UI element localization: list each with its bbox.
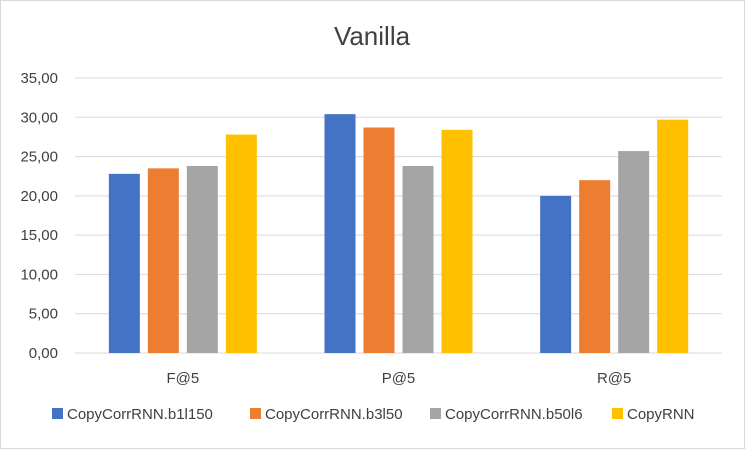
bar-r-at-5-series-1 (540, 195, 572, 353)
legend-swatch (52, 408, 63, 419)
bar-r-at-5-series-3 (618, 151, 650, 353)
bar-p-at-5-series-1 (324, 114, 356, 354)
bar-f-at-5-series-3 (186, 166, 218, 353)
bar-f-at-5-series-4 (225, 134, 257, 353)
bar-r-at-5-series-4 (657, 119, 689, 354)
bar-p-at-5-series-3 (402, 166, 434, 353)
y-tick-label: 0,00 (29, 345, 58, 362)
bars (108, 114, 689, 354)
legend-label: CopyCorrRNN.b50l6 (445, 406, 583, 423)
legend-swatch (430, 408, 441, 419)
bar-p-at-5-series-4 (441, 129, 473, 353)
y-axis-tick-labels: 0,00 5,00 10,00 15,00 20,00 25,00 30,00 35,00 (20, 70, 58, 362)
legend-swatch (250, 408, 261, 419)
x-tick-label: R@5 (597, 370, 631, 387)
gridlines (75, 77, 722, 354)
legend-label: CopyRNN (627, 406, 695, 423)
y-tick-label: 20,00 (20, 188, 58, 205)
y-tick-label: 25,00 (20, 149, 58, 166)
x-axis-tick-labels: F@5 P@5 R@5 (166, 370, 631, 387)
legend-label: CopyCorrRNN.b1l150 (67, 406, 213, 423)
y-tick-label: 10,00 (20, 266, 58, 283)
y-tick-label: 35,00 (20, 70, 58, 87)
y-tick-label: 15,00 (20, 227, 58, 244)
bar-p-at-5-series-2 (363, 127, 395, 353)
bar-f-at-5-series-1 (108, 173, 140, 353)
x-tick-label: P@5 (382, 370, 416, 387)
legend-label: CopyCorrRNN.b3l50 (265, 406, 403, 423)
chart-title: Vanilla (334, 21, 411, 51)
legend-swatch (612, 408, 623, 419)
x-tick-label: F@5 (166, 370, 199, 387)
bar-r-at-5-series-2 (579, 180, 611, 353)
y-tick-label: 5,00 (29, 306, 58, 323)
bar-f-at-5-series-2 (147, 168, 179, 353)
legend: CopyCorrRNN.b1l150 CopyCorrRNN.b3l50 CopyC… (52, 406, 695, 423)
y-tick-label: 30,00 (20, 109, 58, 126)
